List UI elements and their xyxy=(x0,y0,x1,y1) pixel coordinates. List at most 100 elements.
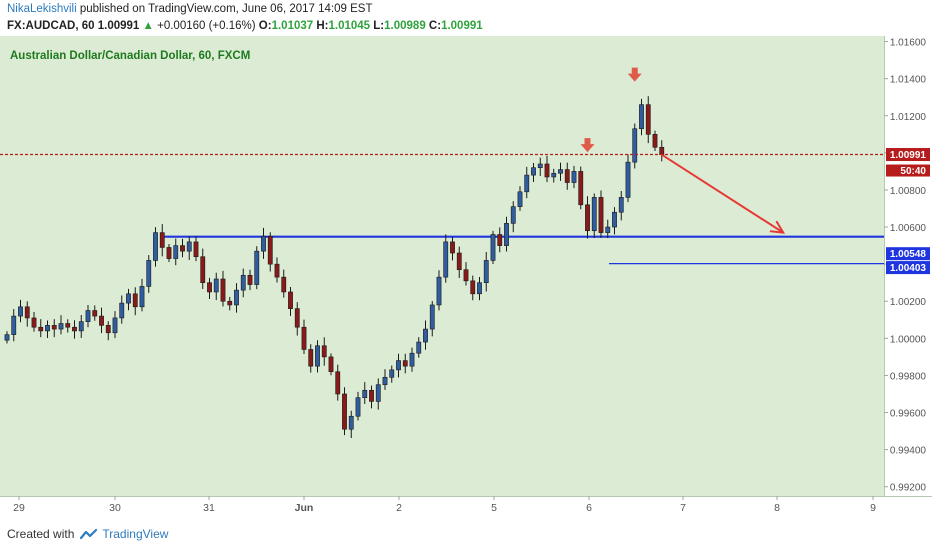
support-1-label: 1.00548 xyxy=(890,249,927,260)
low-label: L: xyxy=(373,20,385,32)
candle-up xyxy=(45,325,50,332)
candle-up xyxy=(186,241,192,252)
candle-up xyxy=(389,369,395,378)
candle-down xyxy=(31,317,37,328)
candles xyxy=(4,96,665,439)
current-price-label-bg xyxy=(886,148,930,162)
y-tick-label: 0.99600 xyxy=(890,409,927,420)
candle-down xyxy=(328,356,334,373)
candle-down xyxy=(247,274,253,285)
candle-up xyxy=(126,293,131,304)
close-label: C: xyxy=(428,20,442,32)
support-1-label-bg xyxy=(886,247,930,261)
candle-up xyxy=(362,389,368,398)
candle-down xyxy=(463,269,469,282)
y-tick-label: 1.00000 xyxy=(890,334,927,345)
candle-down xyxy=(402,360,408,367)
candle-up xyxy=(524,174,530,193)
candle-up xyxy=(591,197,597,232)
created-with-text: Created with xyxy=(7,527,75,541)
candle-up xyxy=(78,321,84,332)
high-value: 1.01045 xyxy=(328,20,371,32)
candle-up xyxy=(382,376,388,386)
candle-down xyxy=(274,263,280,278)
candle-down xyxy=(294,308,300,328)
price-chart[interactable]: Australian Dollar/Canadian Dollar, 60, F… xyxy=(0,36,932,521)
candle-down xyxy=(193,241,199,258)
candle-down xyxy=(51,325,57,330)
candle-down xyxy=(180,245,185,252)
candle-up xyxy=(409,352,415,367)
x-tick-label: 5 xyxy=(491,502,497,514)
candle-down xyxy=(105,325,111,334)
published-text: published on TradingView.com, June 06, 2… xyxy=(79,3,373,15)
candle-up xyxy=(618,197,624,213)
y-tick-label: 0.99200 xyxy=(890,483,927,494)
candle-up xyxy=(504,223,509,246)
candle-down xyxy=(24,306,30,319)
candle-up xyxy=(423,328,428,343)
x-tick-label: 7 xyxy=(680,502,686,514)
candle-up xyxy=(551,172,557,178)
candle-down xyxy=(92,310,98,317)
candle-up xyxy=(11,315,17,335)
high-label: H: xyxy=(316,20,329,32)
candle-down xyxy=(200,256,206,283)
x-tick-label: 8 xyxy=(774,502,780,514)
candle-up xyxy=(112,317,118,334)
candle-up xyxy=(436,276,442,306)
candle-down xyxy=(308,349,314,367)
close-value: 1.00991 xyxy=(441,20,483,32)
candle-down xyxy=(227,300,233,306)
footer: Created with TradingView xyxy=(7,527,168,541)
candle-up xyxy=(348,415,354,430)
y-tick-label: 0.99800 xyxy=(890,371,927,382)
candle-down xyxy=(281,276,287,293)
candle-down xyxy=(132,293,138,308)
x-tick-label: Jun xyxy=(295,502,314,514)
x-tick-label: 6 xyxy=(586,502,592,514)
symbol-label: FX:AUDCAD, 60 xyxy=(7,20,95,32)
candle-down xyxy=(335,371,341,395)
candle-down xyxy=(267,236,273,265)
brand-name: TradingView xyxy=(102,527,169,541)
candle-up xyxy=(18,306,23,317)
candle-up xyxy=(558,169,563,174)
candle-up xyxy=(605,226,611,233)
up-triangle-icon: ▲ xyxy=(142,20,154,32)
ohlc-line: FX:AUDCAD, 60 1.00991 ▲ +0.00160 (+0.16%… xyxy=(7,20,483,32)
author-link[interactable]: NikaLekishvili xyxy=(7,3,77,15)
candle-down xyxy=(166,247,172,259)
candle-up xyxy=(443,241,449,278)
y-tick-label: 1.00200 xyxy=(890,297,927,308)
candle-up xyxy=(490,234,496,261)
candle-down xyxy=(321,345,327,358)
candle-up xyxy=(639,104,644,130)
candle-down xyxy=(659,146,665,156)
candle-down xyxy=(288,291,293,309)
y-tick-label: 1.00600 xyxy=(890,223,927,234)
candle-up xyxy=(612,211,617,228)
candle-down xyxy=(65,323,71,328)
candle-down xyxy=(470,280,476,295)
forecast-arrowhead-icon xyxy=(769,220,786,234)
candle-up xyxy=(537,163,543,168)
candle-down xyxy=(369,389,374,402)
candle-up xyxy=(625,161,631,198)
candle-down xyxy=(99,315,104,326)
candle-down xyxy=(159,232,165,248)
candle-up xyxy=(315,345,320,367)
candle-up xyxy=(173,245,179,259)
candle-up xyxy=(153,232,158,261)
candle-up xyxy=(396,360,401,371)
candle-up xyxy=(355,397,361,417)
tradingview-brand[interactable]: TradingView xyxy=(80,527,168,541)
support-lines xyxy=(162,235,884,265)
x-tick-label: 2 xyxy=(396,502,402,514)
candle-down xyxy=(450,241,455,254)
x-tick-label: 31 xyxy=(203,502,215,514)
annotations xyxy=(580,67,786,234)
candle-down xyxy=(578,171,584,206)
candle-down xyxy=(220,278,226,302)
x-axis: 29 30 31 Jun 2 5 6 7 8 9 xyxy=(13,496,876,514)
